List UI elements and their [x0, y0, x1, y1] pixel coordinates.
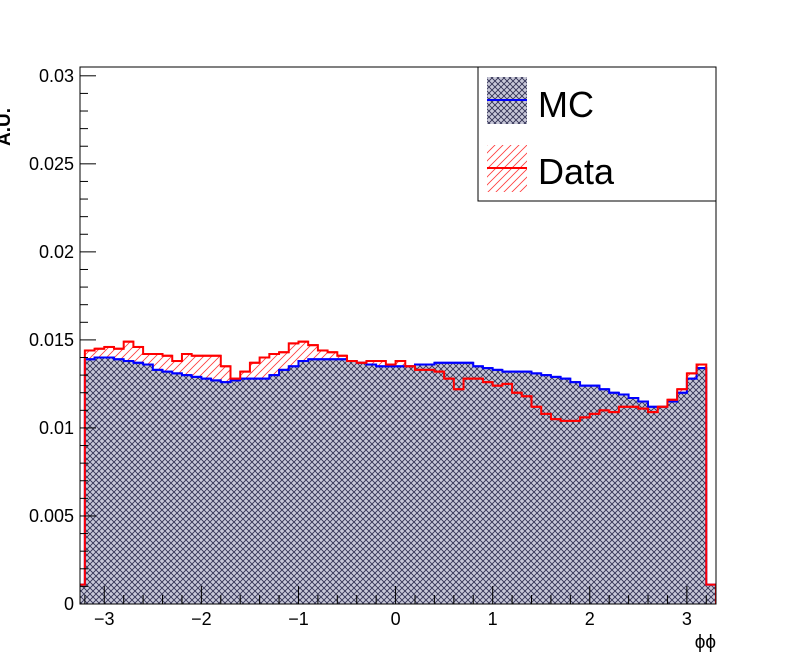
x-tick-label: −3	[94, 609, 115, 629]
y-tick-label: 0.005	[29, 506, 74, 526]
plot-frame	[79, 66, 717, 605]
data-series	[80, 340, 716, 604]
legend-label-mc: MC	[538, 84, 594, 125]
legend-label-data: Data	[538, 151, 615, 192]
mc-series	[80, 356, 716, 604]
x-tick-label: 0	[391, 609, 401, 629]
y-tick-label: 0.02	[39, 242, 74, 262]
x-tick-label: −2	[191, 609, 212, 629]
y-tick-label: 0	[64, 594, 74, 614]
x-tick-label: −1	[288, 609, 309, 629]
y-tick-label: 0.025	[29, 154, 74, 174]
legend: MC Data	[477, 66, 717, 202]
data-outline	[80, 340, 716, 604]
plot-area	[80, 340, 716, 604]
legend-entry-data: Data	[487, 145, 615, 192]
y-axis-label: A.U.	[0, 108, 15, 146]
x-tick-label: 2	[585, 609, 595, 629]
x-tick-label: 1	[488, 609, 498, 629]
y-tick-label: 0.03	[39, 66, 74, 86]
axes: 0 0.005 0.01 0.015 0.02 0.025 0.03 −3 −2 −1 0 1 2 3	[29, 66, 717, 629]
y-tick-label: 0.015	[29, 330, 74, 350]
x-tick-label: 3	[682, 609, 692, 629]
x-axis-label: ϕϕ	[695, 632, 716, 653]
legend-entry-mc: MC	[487, 77, 594, 125]
y-tick-label: 0.01	[39, 418, 74, 438]
mc-outline	[80, 356, 716, 604]
